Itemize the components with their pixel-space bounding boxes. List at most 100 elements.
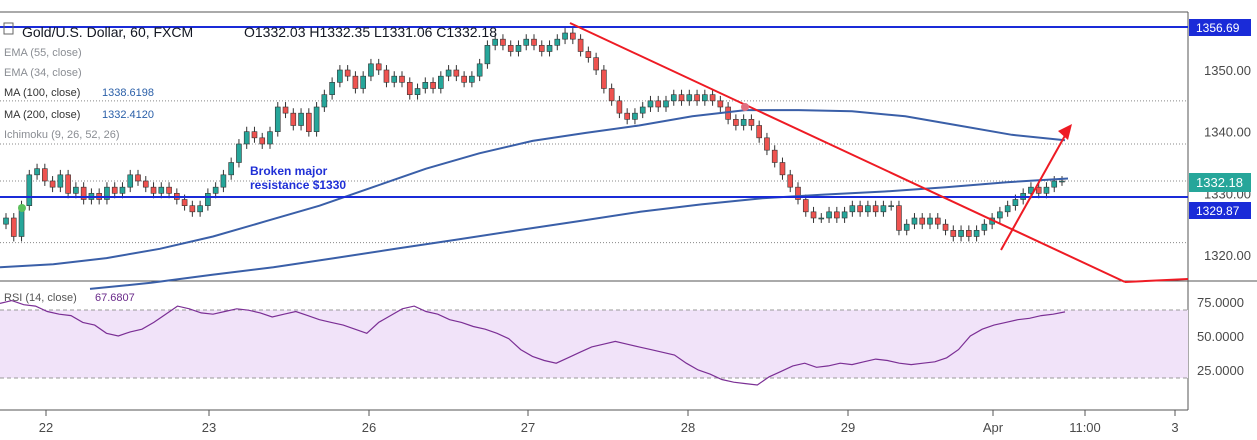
ma200-line <box>89 177 1069 290</box>
indicator-ema55[interactable]: EMA (55, close) <box>4 47 82 59</box>
candle-down <box>500 38 506 46</box>
candle-down <box>919 217 926 225</box>
candle-up <box>973 230 980 237</box>
chart-title: Gold/U.S. Dollar, 60, FXCM <box>22 24 193 40</box>
candle-up <box>205 193 211 206</box>
candle-up <box>236 143 242 163</box>
rsi-band <box>0 310 1188 378</box>
candle-down <box>375 63 382 71</box>
indicator-ma200[interactable]: MA (200, close) <box>4 109 80 121</box>
time-axis[interactable]: 22 23 26 27 28 29 Apr 11:00 3 <box>39 410 1179 435</box>
candle-down <box>585 51 592 58</box>
candle-down <box>601 69 607 89</box>
candle-up <box>360 75 366 89</box>
candle-down <box>42 168 48 182</box>
price-tick-label: 1320.00 <box>1204 248 1251 263</box>
candle-down <box>166 186 172 194</box>
price-tag-current <box>1189 173 1251 192</box>
candle-up <box>476 63 483 77</box>
candle-up <box>313 106 320 132</box>
candle-down <box>624 112 630 120</box>
candle-down <box>608 88 615 102</box>
rsi-label[interactable]: RSI (14, close) <box>4 292 77 304</box>
date-label: 26 <box>362 420 376 435</box>
candle-up <box>274 106 281 132</box>
candle-down <box>406 82 413 95</box>
candle-down <box>717 100 724 108</box>
candle-up <box>888 205 894 207</box>
date-label: 11:00 <box>1069 420 1101 435</box>
candle-up <box>57 174 64 188</box>
candle-down <box>135 174 141 182</box>
candle-down <box>282 106 289 114</box>
candle-up <box>841 211 848 219</box>
candle-down <box>430 82 436 89</box>
candle-down <box>857 205 863 213</box>
candle-down <box>934 217 941 225</box>
candle-down <box>251 131 258 139</box>
candle-down <box>453 69 460 77</box>
candle-up <box>391 75 398 83</box>
indicator-ema34[interactable]: EMA (34, close) <box>4 67 82 79</box>
candle-up <box>321 94 328 108</box>
indicator-ichimoku[interactable]: Ichimoku (9, 26, 52, 26) <box>4 129 120 141</box>
candle-down <box>10 217 17 237</box>
candle-up <box>26 174 33 206</box>
candle-up <box>492 38 498 46</box>
bullish-arrow[interactable] <box>1000 131 1068 251</box>
candle-down <box>795 186 801 200</box>
price-tag-level-label: 1329.87 <box>1196 204 1240 218</box>
candle-down <box>570 32 576 40</box>
candle-up <box>903 223 910 231</box>
candle-down <box>383 69 390 83</box>
price-tick-label: 1340.00 <box>1204 125 1251 140</box>
candle-up <box>469 75 475 83</box>
candle-down <box>678 94 685 102</box>
candle-up <box>337 69 343 83</box>
candle-up <box>298 112 304 126</box>
candle-down <box>802 199 809 213</box>
collapse-icon[interactable] <box>3 22 14 35</box>
rsi-tick-label: 75.0000 <box>1197 295 1244 310</box>
candle-down <box>787 174 794 188</box>
candle-up <box>267 131 273 145</box>
candle-up <box>826 211 832 219</box>
indicator-ma100[interactable]: MA (100, close) <box>4 87 80 99</box>
rsi-value: 67.6807 <box>95 292 135 304</box>
ohlc-values: O1332.03 H1332.35 L1331.06 C1332.18 <box>244 24 497 40</box>
candle-up <box>686 94 693 102</box>
candle-up <box>702 94 708 102</box>
candle-up <box>670 94 677 102</box>
candle-down <box>181 199 188 206</box>
candle-up <box>632 112 638 120</box>
indicator-ma200-value: 1332.4120 <box>102 109 154 121</box>
candle-up <box>1051 180 1058 188</box>
date-label: 23 <box>202 420 216 435</box>
candle-up <box>865 205 871 213</box>
candle-down <box>80 186 87 200</box>
date-label: 28 <box>681 420 695 435</box>
candle-up <box>554 38 561 46</box>
price-tag-current-label: 1332.18 <box>1196 175 1243 190</box>
candle-up <box>849 205 856 213</box>
candle-up <box>546 45 553 52</box>
candlestick-series <box>3 28 1065 242</box>
candle-down <box>150 186 157 194</box>
rsi-tick-label: 25.0000 <box>1197 363 1244 378</box>
candle-down <box>966 230 972 237</box>
rsi-line <box>0 299 1066 386</box>
candle-down <box>344 69 351 77</box>
candle-up <box>1043 186 1050 194</box>
date-label: Apr <box>983 420 1004 435</box>
downtrend-line[interactable] <box>569 22 1126 283</box>
candle-down <box>756 125 762 139</box>
candle-up <box>73 186 79 194</box>
candle-up <box>818 217 825 220</box>
trendline-marker <box>741 103 749 111</box>
candle-down <box>290 112 297 126</box>
price-tag-top-label: 1356.69 <box>1196 21 1240 35</box>
candle-up <box>414 88 421 95</box>
candle-down <box>306 112 312 132</box>
